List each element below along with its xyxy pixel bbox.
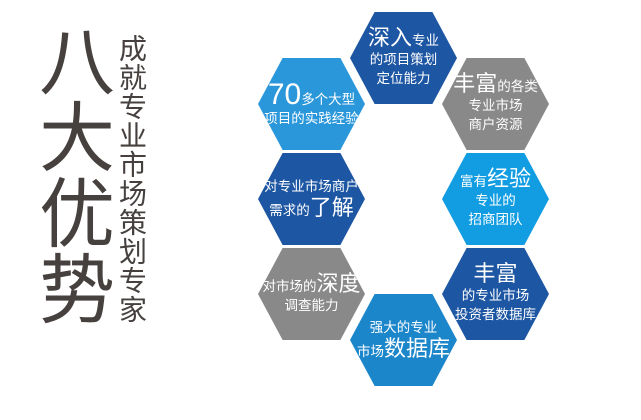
hexagon-text-line: 对市场的深度 <box>262 270 361 296</box>
hexagon-project-experience: 70多个大型 项目的实践经验 <box>258 58 365 150</box>
hexagon-text-line: 强大的专业 <box>369 319 438 335</box>
hexagon-text-line: 70多个大型 <box>267 77 356 111</box>
hexagon-text-line: 需求的了解 <box>269 194 354 220</box>
hexagon-text-line: 的专业市场 <box>461 288 530 304</box>
hexagon-deep-planning: 深入专业 的项目策划定位能力 <box>350 12 457 104</box>
hexagon-text-line: 专业市场 <box>468 98 523 114</box>
hexagon-label: 对专业市场商户 需求的了解 <box>260 178 363 221</box>
page-title: 八大优势 <box>27 22 112 326</box>
hexagon-text-line: 调查能力 <box>284 297 339 313</box>
hexagon-text-line: 富有经验 <box>459 166 531 192</box>
hexagon-experienced-team: 富有经验 专业的招商团队 <box>442 153 549 245</box>
hexagon-text-line: 对专业市场商户 <box>264 178 359 194</box>
hexagon-text-line: 深入专业 <box>367 25 439 51</box>
hexagon-text-line: 专业的 <box>475 193 516 209</box>
hexagon-label: 深入专业 的项目策划定位能力 <box>364 27 443 89</box>
hexagon-text-line: 市场数据库 <box>356 335 450 361</box>
hexagon-merchant-resources: 丰富的各类 专业市场商户资源 <box>442 58 549 150</box>
hexagon-text-line: 的项目策划 <box>369 52 438 68</box>
hexagon-label: 丰富的各类 专业市场商户资源 <box>449 73 542 135</box>
page-subtitle: 成就专业市场策划专家 <box>116 34 147 324</box>
hexagon-market-research: 对市场的深度 调查能力 <box>258 248 365 340</box>
hexagon-text-line: 丰富的各类 <box>453 71 538 97</box>
hexagon-label: 丰富 的专业市场投资者数据库 <box>451 263 540 325</box>
hexagon-text-line: 投资者数据库 <box>455 306 536 322</box>
hexagon-market-database: 强大的专业 市场数据库 <box>350 294 457 386</box>
hexagon-label: 富有经验 专业的招商团队 <box>456 168 535 230</box>
hexagon-label: 对市场的深度 调查能力 <box>258 270 364 316</box>
hexagon-text-line: 定位能力 <box>376 70 431 86</box>
hexagon-label: 强大的专业 市场数据库 <box>353 319 454 362</box>
hexagon-merchant-needs: 对专业市场商户 需求的了解 <box>258 153 365 245</box>
hexagon-investor-database: 丰富 的专业市场投资者数据库 <box>442 248 549 340</box>
hexagon-text-line: 项目的实践经验 <box>264 110 359 126</box>
hexagon-text-line: 招商团队 <box>468 211 523 227</box>
hexagon-text-line: 商户资源 <box>468 116 523 132</box>
hexagon-label: 70多个大型 项目的实践经验 <box>260 77 363 129</box>
hexagon-text-line: 丰富 <box>473 261 518 287</box>
